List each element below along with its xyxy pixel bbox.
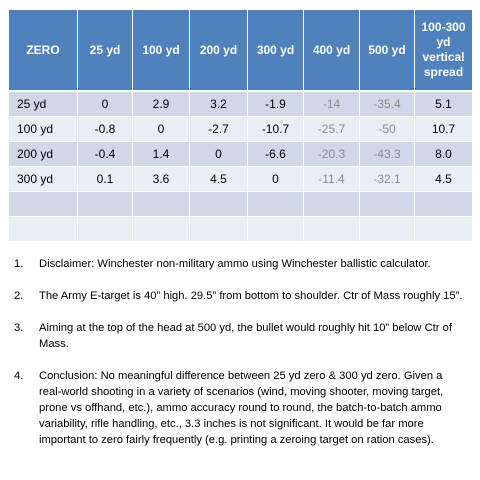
table-cell-empty <box>360 192 415 217</box>
row-zero-label: 25 yd <box>9 92 78 117</box>
note-text: Aiming at the top of the head at 500 yd,… <box>39 322 452 350</box>
table-cell: 0 <box>78 92 133 117</box>
table-row-empty <box>9 192 472 217</box>
table-cell: 3.2 <box>190 92 248 117</box>
table-cell: -14 <box>304 92 360 117</box>
row-zero-label: 100 yd <box>9 117 78 142</box>
header-200yd: 200 yd <box>190 10 248 92</box>
header-vertical-spread: 100-300 yd vertical spread <box>415 10 472 92</box>
table-cell-empty <box>304 217 360 242</box>
header-400yd: 400 yd <box>304 10 360 92</box>
table-cell: -10.7 <box>248 117 304 142</box>
table-cell: 0 <box>248 167 304 192</box>
table-cell: -2.7 <box>190 117 248 142</box>
note-text: The Army E-target is 40” high. 29.5” fro… <box>39 290 463 302</box>
table-cell: -0.8 <box>78 117 133 142</box>
table-cell: 0 <box>190 142 248 167</box>
ballistics-table: ZERO 25 yd 100 yd 200 yd 300 yd 400 yd 5… <box>9 10 472 242</box>
table-cell: 4.5 <box>415 167 472 192</box>
header-300yd: 300 yd <box>248 10 304 92</box>
note-item: 4. Conclusion: No meaningful difference … <box>14 368 466 448</box>
table-cell-empty <box>248 217 304 242</box>
table-cell: -43.3 <box>360 142 415 167</box>
table-cell: -11.4 <box>304 167 360 192</box>
note-text: Disclaimer: Winchester non-military ammo… <box>39 258 431 270</box>
table-cell: -50 <box>360 117 415 142</box>
header-500yd: 500 yd <box>360 10 415 92</box>
table-cell: -25.7 <box>304 117 360 142</box>
table-cell: -32.1 <box>360 167 415 192</box>
header-zero: ZERO <box>9 10 78 92</box>
table-cell: 0 <box>133 117 190 142</box>
row-zero-label: 300 yd <box>9 167 78 192</box>
row-zero-label: 200 yd <box>9 142 78 167</box>
table-cell-empty <box>190 192 248 217</box>
table-row: 25 yd 0 2.9 3.2 -1.9 -14 -35.4 5.1 <box>9 92 472 117</box>
table-cell-empty <box>133 192 190 217</box>
note-item: 1. Disclaimer: Winchester non-military a… <box>14 256 466 272</box>
table-cell-empty <box>190 217 248 242</box>
note-item: 2. The Army E-target is 40” high. 29.5” … <box>14 288 466 304</box>
table-cell: -0.4 <box>78 142 133 167</box>
table-cell-empty <box>360 217 415 242</box>
note-number: 2. <box>14 290 24 302</box>
table-cell: -20.3 <box>304 142 360 167</box>
note-number: 3. <box>14 322 24 334</box>
table-cell-empty <box>248 192 304 217</box>
table-cell: 8.0 <box>415 142 472 167</box>
table-cell: -6.6 <box>248 142 304 167</box>
note-number: 1. <box>14 258 24 270</box>
table-cell: -1.9 <box>248 92 304 117</box>
table-row-empty <box>9 217 472 242</box>
table-cell: 10.7 <box>415 117 472 142</box>
table-cell: 0.1 <box>78 167 133 192</box>
table-row: 200 yd -0.4 1.4 0 -6.6 -20.3 -43.3 8.0 <box>9 142 472 167</box>
table-cell-empty <box>415 217 472 242</box>
table-cell: 3.6 <box>133 167 190 192</box>
table-cell: 4.5 <box>190 167 248 192</box>
table-cell-empty <box>9 192 78 217</box>
table-cell-empty <box>415 192 472 217</box>
table-cell: 1.4 <box>133 142 190 167</box>
table-cell-empty <box>9 217 78 242</box>
table-cell-empty <box>78 217 133 242</box>
note-number: 4. <box>14 370 24 382</box>
table-cell-empty <box>304 192 360 217</box>
table-row: 300 yd 0.1 3.6 4.5 0 -11.4 -32.1 4.5 <box>9 167 472 192</box>
table-header-row: ZERO 25 yd 100 yd 200 yd 300 yd 400 yd 5… <box>9 10 472 92</box>
table-cell: 5.1 <box>415 92 472 117</box>
table-row: 100 yd -0.8 0 -2.7 -10.7 -25.7 -50 10.7 <box>9 117 472 142</box>
table-cell: -35.4 <box>360 92 415 117</box>
table-cell-empty <box>133 217 190 242</box>
notes-list: 1. Disclaimer: Winchester non-military a… <box>14 256 466 464</box>
header-100yd: 100 yd <box>133 10 190 92</box>
header-25yd: 25 yd <box>78 10 133 92</box>
note-item: 3. Aiming at the top of the head at 500 … <box>14 320 466 352</box>
table-cell-empty <box>78 192 133 217</box>
table-cell: 2.9 <box>133 92 190 117</box>
note-text: Conclusion: No meaningful difference bet… <box>39 370 444 446</box>
